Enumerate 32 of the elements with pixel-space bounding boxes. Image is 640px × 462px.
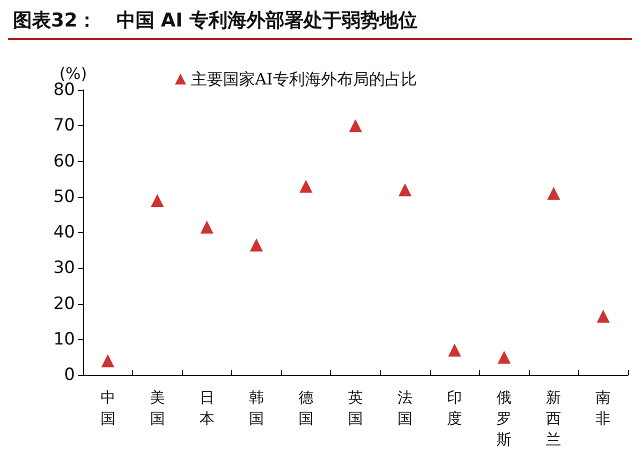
- x-tick-label: 日本: [199, 388, 214, 428]
- y-tick-label: 30: [53, 258, 75, 278]
- point: [398, 183, 412, 196]
- x-tick-label: 中国: [100, 388, 116, 428]
- point: [448, 344, 462, 357]
- x-tick-label: 法国: [398, 388, 413, 428]
- y-tick-label: 0: [64, 365, 75, 385]
- point: [150, 194, 164, 207]
- y-tick-label: 10: [53, 329, 75, 350]
- point: [547, 186, 560, 200]
- x-tick-label: 俄罗斯: [496, 388, 512, 448]
- x-tick-label: 英国: [348, 388, 363, 428]
- x-tick-label: 韩国: [248, 388, 264, 428]
- y-tick-label: 50: [53, 186, 75, 207]
- point: [299, 180, 312, 193]
- point: [498, 350, 511, 364]
- y-tick-label: 60: [53, 151, 75, 172]
- x-tick-label: 新西兰: [546, 388, 562, 448]
- point: [596, 310, 610, 323]
- x-tick-label: 美国: [150, 388, 165, 428]
- point: [101, 354, 114, 368]
- y-tick-label: 70: [53, 116, 75, 136]
- x-tick-label: 德国: [298, 388, 314, 428]
- chart-title: 图表32： 中国 AI 专利海外部署处于弱势地位: [13, 10, 418, 32]
- legend-label: 主要国家AI专利海外布局的占比: [191, 70, 417, 88]
- x-tick-label: 印度: [447, 388, 462, 428]
- y-tick-label: 40: [53, 222, 75, 242]
- point: [250, 238, 263, 252]
- point: [349, 119, 362, 132]
- y-tick-label: 20: [53, 294, 75, 314]
- point: [200, 220, 214, 234]
- x-tick-label: 南非: [596, 388, 611, 428]
